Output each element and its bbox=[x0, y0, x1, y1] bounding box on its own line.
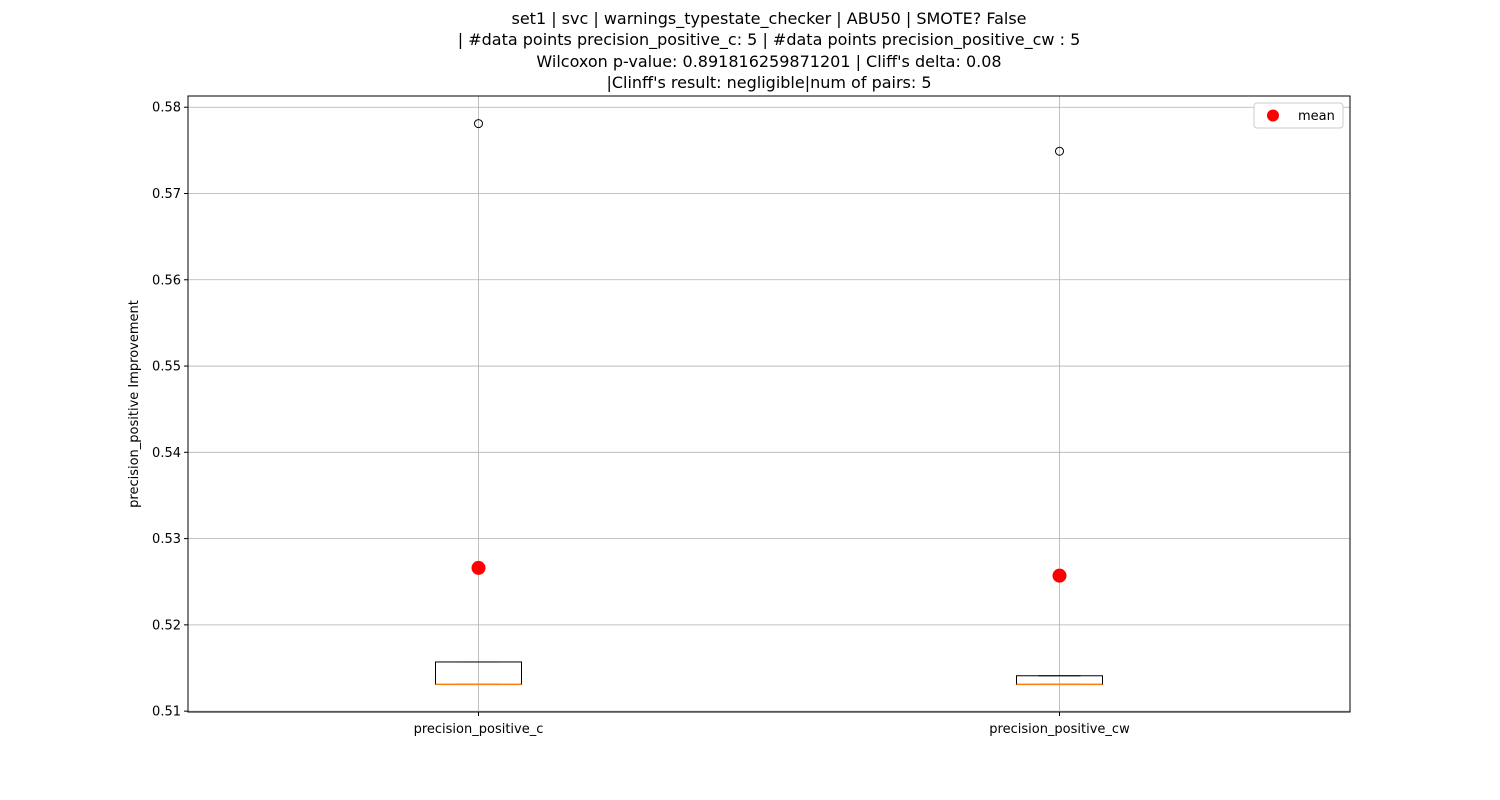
y-tick-label: 0.58 bbox=[152, 101, 181, 116]
legend-box bbox=[1253, 102, 1344, 129]
axis-layer: 0.51 0.52 0.53 0.54 0.55 0.56 0.57 0.58 precisio… bbox=[152, 101, 1130, 737]
y-tick-label: 0.56 bbox=[152, 273, 181, 288]
x-tick-label: precision_positive_cw bbox=[989, 722, 1130, 737]
x-tick-label: precision_positive_c bbox=[414, 722, 544, 737]
y-tick-label: 0.51 bbox=[152, 705, 181, 720]
title-line-2: | #data points precision_positive_c: 5 |… bbox=[457, 30, 1081, 50]
data-layer bbox=[435, 119, 1103, 686]
box-precision_positive_cw bbox=[1016, 146, 1103, 686]
legend-mean-marker bbox=[1267, 109, 1279, 122]
box-precision_positive_c bbox=[435, 119, 522, 686]
outlier-point bbox=[1055, 146, 1064, 156]
y-tick-label: 0.55 bbox=[152, 360, 181, 375]
y-tick-label: 0.53 bbox=[152, 532, 181, 547]
mean-point bbox=[471, 560, 486, 575]
mean-point bbox=[1052, 568, 1067, 583]
outlier-point bbox=[474, 119, 483, 129]
title-line-4: |Clinff's result: negligible|num of pair… bbox=[606, 72, 932, 92]
y-tick-label: 0.57 bbox=[152, 187, 181, 202]
legend-mean-label: mean bbox=[1298, 109, 1335, 124]
title-line-1: set1 | svc | warnings_typestate_checker … bbox=[511, 9, 1027, 28]
chart-title: set1 | svc | warnings_typestate_checker … bbox=[0, 8, 1500, 93]
plot-frame bbox=[187, 95, 1351, 713]
grid-layer bbox=[188, 96, 1350, 712]
y-tick-label: 0.54 bbox=[152, 446, 181, 461]
title-line-3: Wilcoxon p-value: 0.891816259871201 | Cl… bbox=[536, 51, 1002, 71]
y-tick-label: 0.52 bbox=[152, 618, 181, 633]
legend: mean bbox=[1253, 102, 1344, 129]
y-axis-label: precision_positive Improvement bbox=[127, 300, 142, 508]
